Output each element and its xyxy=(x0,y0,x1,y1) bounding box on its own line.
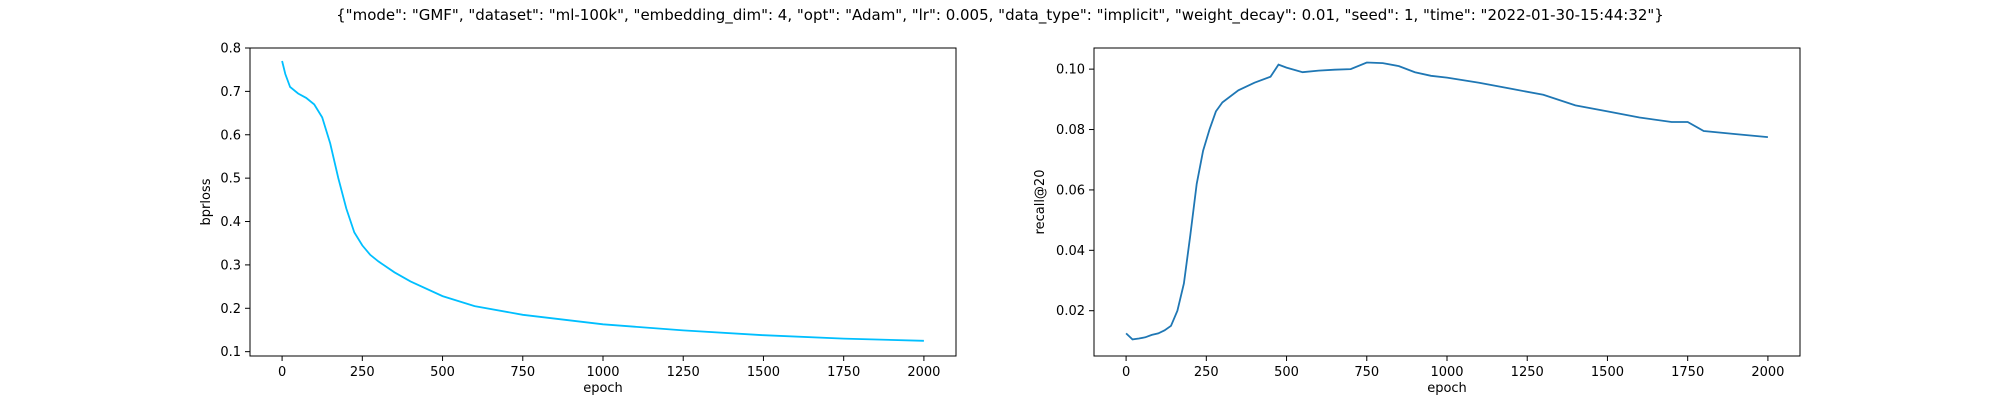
x-tick-label: 250 xyxy=(1194,365,1219,380)
y-tick-label: 0.4 xyxy=(220,215,241,230)
y-tick-label: 0.8 xyxy=(220,42,241,57)
y-tick-label: 0.02 xyxy=(1056,304,1085,319)
y-tick-label: 0.10 xyxy=(1056,63,1085,78)
y-tick-label: 0.7 xyxy=(220,85,241,100)
axis-ticks: 0 250 500 750 1000 1250 1500 1750 2000 0.02 0.04 0.… xyxy=(1056,63,1784,380)
x-tick-label: 0 xyxy=(278,365,286,380)
x-tick-label: 1000 xyxy=(1430,365,1463,380)
axis-ticks: 0 250 500 750 1000 1250 1500 1750 2000 0.1 0.2 0.3 0… xyxy=(220,42,940,381)
x-tick-label: 250 xyxy=(350,365,375,380)
series-line-bprloss xyxy=(281,60,924,342)
y-tick-label: 0.06 xyxy=(1056,183,1085,198)
plot-frame xyxy=(1093,47,1801,357)
y-tick-label: 0.6 xyxy=(220,128,241,143)
x-tick-label: 1500 xyxy=(1591,365,1624,380)
plot-frame xyxy=(249,47,957,357)
x-tick-label: 1500 xyxy=(747,365,780,380)
y-tick-label: 0.2 xyxy=(220,302,241,317)
y-tick-label: 0.3 xyxy=(220,258,241,273)
chart-bprloss: 0 250 500 750 1000 1250 1500 1750 2000 0.1 0.2 0.3 0… xyxy=(199,42,957,396)
x-tick-label: 1750 xyxy=(1671,365,1704,380)
x-tick-label: 1750 xyxy=(827,365,860,380)
y-tick-label: 0.08 xyxy=(1056,123,1085,138)
x-tick-label: 500 xyxy=(430,365,455,380)
x-tick-label: 750 xyxy=(1354,365,1379,380)
x-tick-label: 1250 xyxy=(1511,365,1544,380)
figure-suptitle: {"mode": "GMF", "dataset": "ml-100k", "e… xyxy=(336,6,1664,25)
x-tick-label: 2000 xyxy=(1751,365,1784,380)
chart-recall: 0 250 500 750 1000 1250 1500 1750 2000 0.02 0.04 0.… xyxy=(1033,47,1801,396)
y-tick-label: 0.5 xyxy=(220,172,241,187)
y-tick-label: 0.1 xyxy=(220,345,241,360)
series-line-recall xyxy=(1125,61,1768,341)
y-axis-label: bprloss xyxy=(199,178,214,225)
x-tick-label: 1250 xyxy=(667,365,700,380)
y-axis-label: recall@20 xyxy=(1033,170,1048,235)
x-tick-label: 2000 xyxy=(907,365,940,380)
x-tick-label: 0 xyxy=(1122,365,1130,380)
x-tick-label: 750 xyxy=(510,365,535,380)
x-tick-label: 500 xyxy=(1274,365,1299,380)
x-axis-label: epoch xyxy=(1427,381,1467,396)
x-axis-label: epoch xyxy=(583,381,623,396)
x-tick-label: 1000 xyxy=(586,365,619,380)
y-tick-label: 0.04 xyxy=(1056,244,1085,259)
